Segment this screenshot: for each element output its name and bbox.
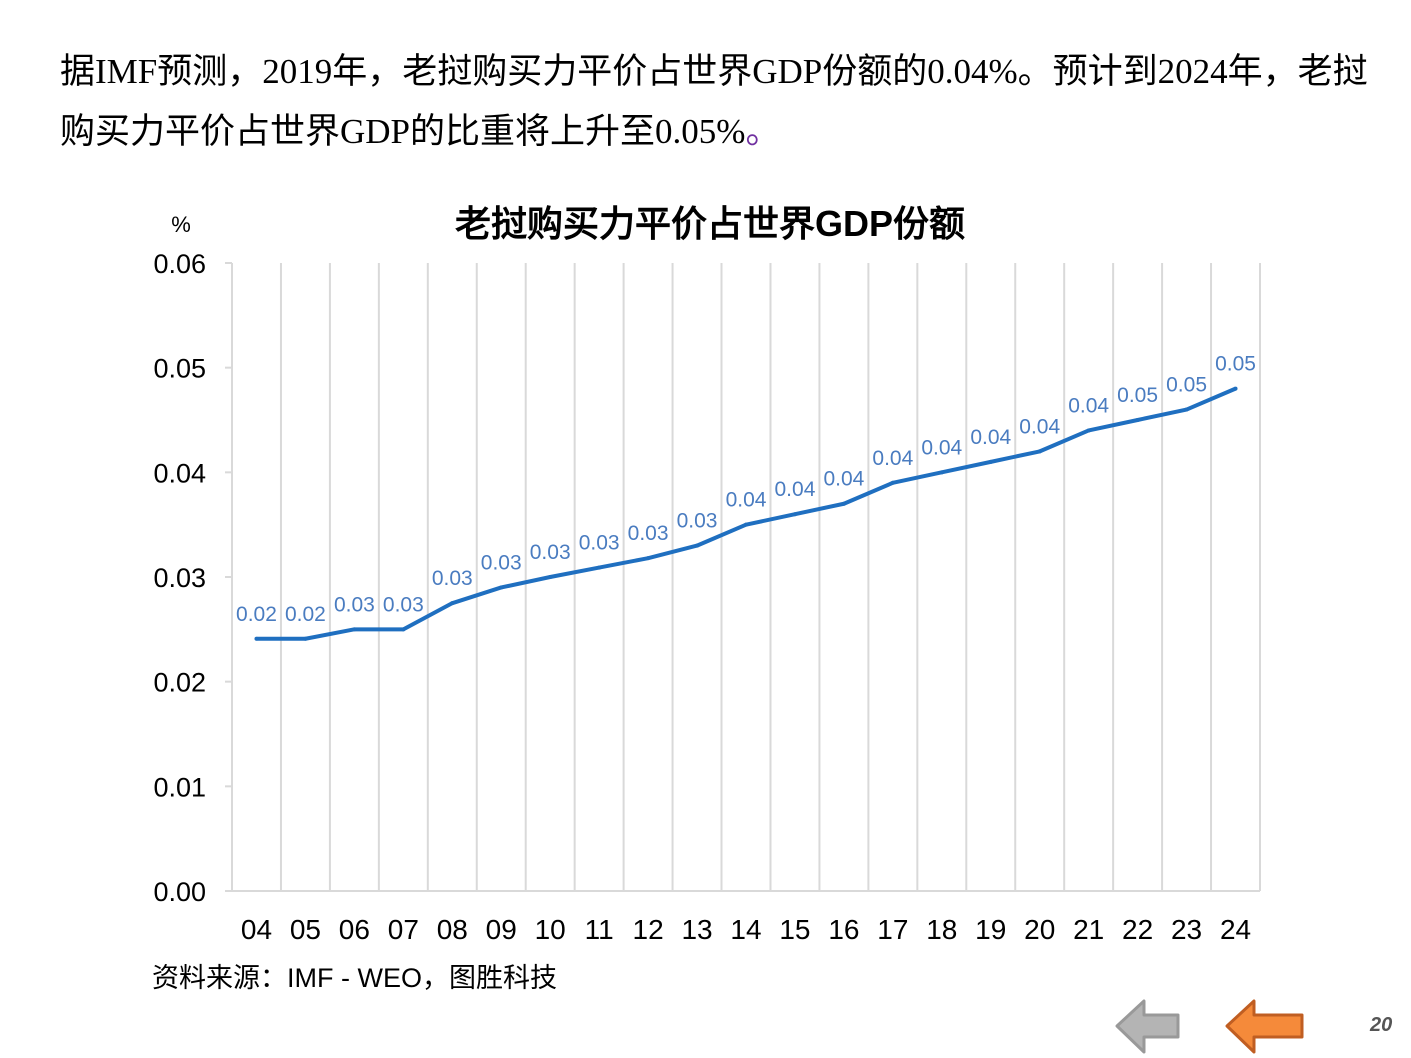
x-tick-label: 05 [290, 914, 321, 945]
y-tick-label: 0.06 [153, 249, 206, 279]
x-tick-label: 17 [877, 914, 908, 945]
y-tick-label: 0.03 [153, 563, 206, 593]
x-tick-label: 04 [241, 914, 272, 945]
data-point [744, 522, 748, 527]
data-label: 0.03 [383, 593, 424, 616]
data-label: 0.05 [1117, 384, 1158, 407]
x-tick-label: 14 [730, 914, 761, 945]
intro-paragraph: 据IMF预测，2019年，老挝购买力平价占世界GDP份额的0.04%。预计到20… [60, 42, 1370, 162]
data-label: 0.05 [1166, 374, 1207, 397]
x-tick-label: 23 [1171, 914, 1202, 945]
arrow-left-gray-icon [1115, 999, 1180, 1054]
y-tick-label: 0.02 [153, 668, 206, 698]
data-point [450, 601, 455, 606]
data-label: 0.03 [530, 541, 571, 564]
y-tick-label: 0.00 [153, 877, 206, 907]
data-label: 0.03 [579, 532, 620, 555]
x-tick-label: 21 [1073, 914, 1104, 945]
next-arrow-button[interactable] [1224, 998, 1306, 1054]
data-label: 0.04 [1019, 415, 1060, 438]
x-tick-label: 20 [1024, 914, 1055, 945]
data-point [499, 585, 504, 590]
data-label: 0.04 [921, 436, 962, 459]
data-point [890, 480, 895, 485]
x-tick-label: 10 [535, 914, 566, 945]
x-tick-label: 11 [585, 914, 614, 945]
x-tick-label: 22 [1122, 914, 1153, 945]
x-tick-label: 08 [437, 914, 468, 945]
data-label: 0.03 [481, 551, 522, 574]
data-label: 0.04 [970, 426, 1011, 449]
intro-text: 据IMF预测，2019年，老挝购买力平价占世界GDP份额的0.04%。预计到20… [60, 52, 1368, 151]
data-point [352, 627, 357, 632]
data-label: 0.03 [432, 567, 473, 590]
y-axis-unit: % [171, 212, 191, 237]
data-point [303, 636, 308, 641]
x-tick-label: 13 [681, 914, 712, 945]
data-point [1037, 449, 1042, 454]
data-label: 0.02 [236, 603, 277, 626]
y-tick-label: 0.05 [153, 354, 206, 384]
data-point [939, 470, 944, 475]
data-point [1086, 428, 1091, 433]
data-point [988, 459, 993, 464]
data-point [1135, 418, 1140, 422]
data-point [401, 627, 406, 632]
y-tick-label: 0.01 [153, 772, 206, 802]
data-label: 0.04 [726, 489, 767, 512]
data-label: 0.04 [1068, 394, 1109, 417]
x-tick-label: 09 [486, 914, 517, 945]
data-label: 0.04 [823, 468, 864, 491]
data-label: 0.04 [775, 478, 816, 501]
source-note: 资料来源：IMF - WEO，图胜科技 [152, 963, 557, 993]
data-point [792, 512, 797, 517]
data-point [1233, 386, 1238, 391]
data-point [695, 543, 700, 548]
data-label: 0.03 [677, 510, 718, 533]
arrow-left-orange-icon [1225, 999, 1304, 1054]
data-point [597, 565, 602, 570]
x-tick-label: 06 [339, 914, 370, 945]
y-tick-label: 0.04 [153, 458, 206, 488]
data-point [646, 556, 651, 561]
data-point [254, 636, 259, 641]
page-number: 20 [1370, 1014, 1393, 1036]
data-point [1184, 407, 1189, 412]
data-label: 0.02 [285, 603, 326, 626]
data-point [841, 501, 846, 506]
data-label: 0.05 [1215, 353, 1256, 376]
data-point [548, 575, 553, 579]
data-label: 0.04 [872, 447, 913, 470]
data-label: 0.03 [628, 522, 669, 545]
x-tick-label: 16 [828, 914, 859, 945]
data-label: 0.03 [334, 593, 375, 616]
chart-title: 老挝购买力平价占世界GDP份额 [455, 203, 965, 244]
x-tick-label: 24 [1220, 914, 1251, 945]
x-tick-label: 15 [779, 914, 810, 945]
x-tick-label: 19 [975, 914, 1006, 945]
prev-arrow-button[interactable] [1114, 998, 1182, 1054]
x-tick-label: 07 [388, 914, 419, 945]
x-tick-label: 12 [633, 914, 664, 945]
x-tick-label: 18 [926, 914, 957, 945]
intro-end-mark: 。 [745, 112, 781, 151]
